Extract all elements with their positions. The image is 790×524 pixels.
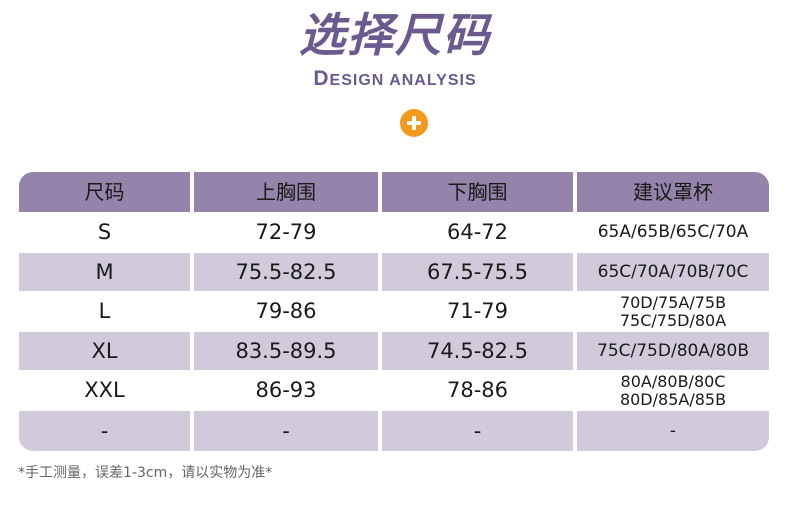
subtitle-initial: D [313, 67, 330, 90]
size-table: 尺码 上胸围 下胸围 建议罩杯 S 72-79 64-72 65A/65B/65… [19, 172, 769, 451]
under-bust-cell: 78-86 [382, 371, 573, 410]
cup-line: 75C/75D/80A [619, 310, 727, 330]
under-bust-cell: 64-72 [382, 213, 573, 252]
column-header-upper-bust: 上胸围 [194, 172, 378, 212]
cup-line: 70D/75A/75B [619, 292, 727, 312]
upper-bust-cell: 86-93 [194, 371, 378, 410]
plus-circle-icon [400, 109, 428, 137]
cup-line: - [669, 420, 677, 441]
cup-cell: 65C/70A/70B/70C [577, 253, 769, 291]
upper-bust-cell: 72-79 [194, 213, 378, 252]
cup-line: 75C/75D/80A/80B [597, 340, 749, 361]
column-header-cup: 建议罩杯 [577, 172, 769, 212]
page-title: 选择尺码 [299, 8, 491, 62]
cup-line: 65C/70A/70B/70C [597, 261, 749, 282]
cup-line: 80A/80B/80C [620, 371, 726, 391]
cup-cell: 65A/65B/65C/70A [577, 213, 769, 252]
cup-line: 80D/85A/85B [619, 389, 727, 409]
under-bust-cell: 67.5-75.5 [382, 253, 573, 291]
cup-cell: 75C/75D/80A/80B [577, 332, 769, 370]
under-bust-cell: 71-79 [382, 292, 573, 331]
cup-line: 65A/65B/65C/70A [597, 222, 749, 242]
column-header-under-bust: 下胸围 [382, 172, 573, 212]
upper-bust-cell: - [194, 411, 378, 451]
cup-cell: - [577, 411, 769, 451]
size-cell: XXL [19, 371, 190, 410]
measurement-note: *手工测量，误差1-3cm，请以实物为准* [18, 465, 273, 481]
column-header-size: 尺码 [19, 172, 190, 212]
size-cell: XL [19, 332, 190, 370]
under-bust-cell: 74.5-82.5 [382, 332, 573, 370]
page-subtitle: DESIGN ANALYSIS [0, 68, 790, 92]
upper-bust-cell: 79-86 [194, 292, 378, 331]
upper-bust-cell: 75.5-82.5 [194, 253, 378, 291]
cup-cell: 80A/80B/80C 80D/85A/85B [577, 371, 769, 410]
subtitle-rest: ESIGN ANALYSIS [329, 72, 477, 89]
upper-bust-cell: 83.5-89.5 [194, 332, 378, 370]
size-cell: L [19, 292, 190, 331]
under-bust-cell: - [382, 411, 573, 451]
size-cell: - [19, 411, 190, 451]
size-cell: S [19, 213, 190, 252]
size-cell: M [19, 253, 190, 291]
cup-cell: 70D/75A/75B 75C/75D/80A [577, 292, 769, 331]
